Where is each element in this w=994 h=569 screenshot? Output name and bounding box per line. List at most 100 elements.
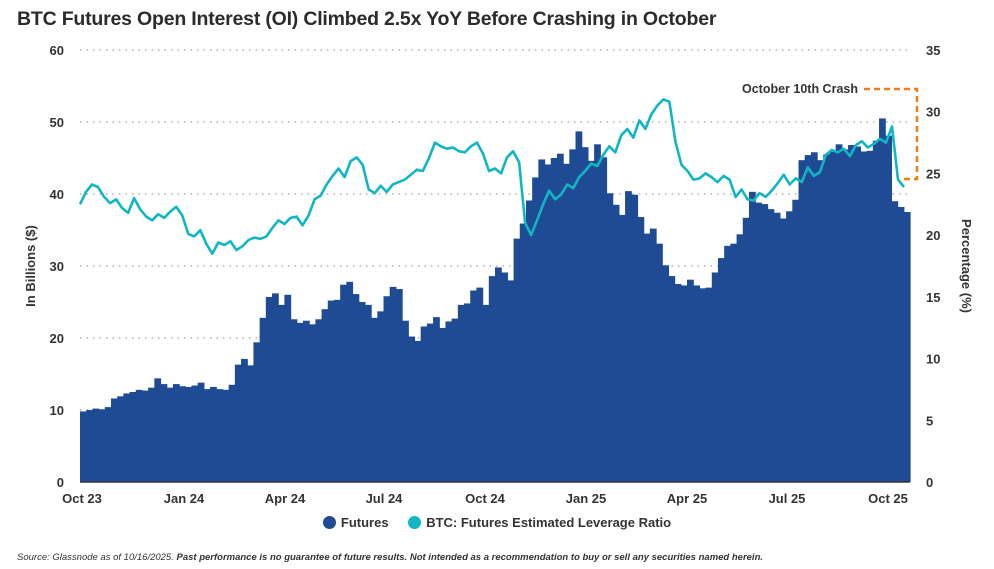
futures-bar bbox=[730, 243, 738, 482]
futures-bar bbox=[600, 157, 608, 482]
x-tick-label: Jul 25 bbox=[769, 491, 806, 506]
legend-swatch-leverage bbox=[408, 516, 422, 529]
futures-bars bbox=[80, 118, 911, 483]
left-tick-label: 10 bbox=[50, 403, 64, 418]
legend: Futures BTC: Futures Estimated Leverage … bbox=[0, 515, 994, 532]
left-tick-label: 0 bbox=[57, 475, 64, 490]
futures-bar bbox=[575, 131, 583, 483]
futures-bar bbox=[135, 389, 143, 482]
futures-bar bbox=[817, 160, 824, 482]
futures-bar bbox=[228, 384, 236, 482]
right-tick-label: 30 bbox=[926, 105, 940, 120]
left-tick-label: 40 bbox=[50, 187, 64, 202]
futures-bar bbox=[358, 302, 366, 482]
futures-bar bbox=[148, 387, 155, 482]
futures-bar bbox=[637, 217, 645, 483]
futures-bar bbox=[761, 204, 769, 482]
futures-bar bbox=[649, 228, 657, 482]
futures-bar bbox=[117, 396, 124, 482]
futures-bar bbox=[203, 389, 211, 482]
futures-bar bbox=[625, 191, 632, 482]
legend-item-futures[interactable]: Futures bbox=[322, 515, 389, 530]
futures-bar bbox=[172, 384, 180, 482]
futures-bar bbox=[272, 293, 279, 482]
futures-bar bbox=[154, 378, 162, 482]
futures-bar bbox=[687, 279, 694, 482]
futures-bar bbox=[408, 336, 416, 482]
right-tick-label: 10 bbox=[926, 352, 940, 367]
futures-bar bbox=[470, 290, 478, 482]
futures-bar bbox=[736, 234, 744, 482]
futures-bar bbox=[594, 144, 601, 482]
futures-bar bbox=[563, 163, 570, 482]
futures-bar bbox=[668, 276, 676, 482]
futures-bar bbox=[538, 159, 546, 482]
futures-bar bbox=[352, 294, 360, 482]
futures-bar bbox=[92, 408, 100, 482]
futures-bar bbox=[742, 217, 750, 482]
axes: 0 10 20 30 40 50 60 0 5 10 15 20 25 30 35 Oct 23 Jan 24 A… bbox=[50, 43, 941, 506]
right-axis-label: Percentage (%) bbox=[959, 219, 974, 313]
legend-swatch-futures bbox=[322, 516, 336, 529]
right-tick-label: 35 bbox=[926, 43, 940, 58]
futures-bar bbox=[569, 149, 577, 483]
futures-bar bbox=[618, 214, 626, 482]
futures-bar bbox=[457, 304, 465, 482]
futures-bar bbox=[544, 164, 552, 483]
futures-bar bbox=[371, 317, 378, 482]
right-tick-label: 0 bbox=[926, 475, 933, 490]
right-tick-label: 15 bbox=[926, 290, 940, 305]
leverage-ratio-line bbox=[78, 98, 906, 255]
x-tick-label: Jul 24 bbox=[366, 491, 404, 506]
futures-bar bbox=[606, 193, 614, 482]
futures-bar bbox=[879, 118, 886, 483]
left-tick-label: 20 bbox=[50, 331, 64, 346]
futures-bar bbox=[110, 398, 118, 482]
leverage-line bbox=[78, 98, 906, 255]
futures-bar bbox=[420, 326, 428, 482]
futures-bar bbox=[395, 289, 403, 482]
legend-label-leverage: BTC: Futures Estimated Leverage Ratio bbox=[426, 515, 672, 530]
futures-bar bbox=[191, 385, 199, 482]
futures-bar bbox=[222, 389, 230, 482]
futures-bar bbox=[556, 153, 564, 482]
futures-bar bbox=[854, 146, 862, 483]
futures-bar bbox=[748, 191, 756, 482]
x-tick-label: Jan 25 bbox=[566, 491, 606, 506]
disclaimer: Past performance is no guarantee of futu… bbox=[176, 552, 764, 563]
futures-bar bbox=[241, 358, 248, 482]
x-tick-label: Apr 25 bbox=[667, 491, 707, 506]
futures-bar bbox=[234, 364, 242, 482]
futures-bar bbox=[340, 284, 347, 482]
legend-item-leverage[interactable]: BTC: Futures Estimated Leverage Ratio bbox=[408, 515, 671, 530]
futures-bar bbox=[160, 384, 168, 482]
futures-bar bbox=[327, 300, 335, 482]
futures-bar bbox=[513, 238, 521, 482]
futures-bar bbox=[897, 206, 905, 482]
futures-bar bbox=[333, 299, 341, 482]
x-tick-label: Oct 25 bbox=[868, 491, 908, 506]
futures-bar bbox=[581, 147, 589, 482]
futures-bar bbox=[755, 202, 762, 482]
futures-bar bbox=[810, 152, 818, 483]
futures-bar bbox=[860, 151, 868, 482]
futures-bar bbox=[903, 212, 911, 482]
futures-bar bbox=[197, 382, 205, 482]
futures-bar bbox=[705, 287, 713, 482]
futures-bar bbox=[377, 311, 385, 482]
futures-bar bbox=[841, 149, 849, 483]
futures-bar bbox=[123, 393, 131, 482]
futures-bar bbox=[464, 303, 471, 482]
footer-note: Source: Glassnode as of 10/16/2025. Past… bbox=[17, 552, 763, 563]
futures-bar bbox=[179, 386, 186, 482]
futures-bar bbox=[699, 288, 707, 482]
futures-bar bbox=[210, 386, 217, 482]
futures-bar bbox=[798, 160, 806, 482]
right-tick-label: 20 bbox=[926, 228, 940, 243]
futures-bar bbox=[829, 150, 837, 482]
futures-bar bbox=[476, 287, 484, 482]
chart-title: BTC Futures Open Interest (OI) Climbed 2… bbox=[17, 8, 717, 30]
futures-bar bbox=[284, 294, 292, 482]
right-tick-label: 25 bbox=[926, 166, 940, 181]
x-tick-label: Jan 24 bbox=[164, 491, 205, 506]
